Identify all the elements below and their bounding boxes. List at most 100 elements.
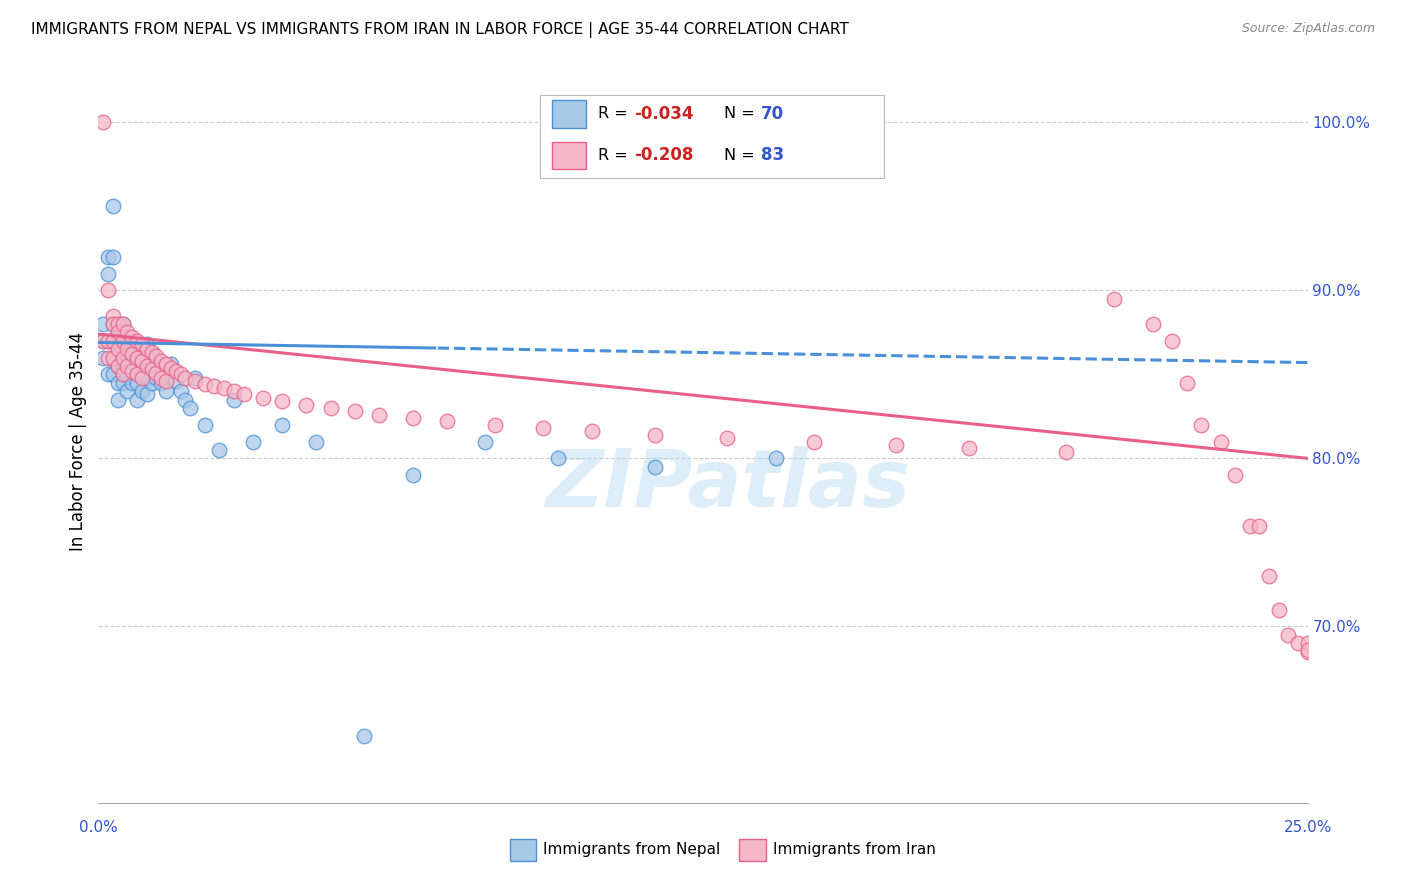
FancyBboxPatch shape [540, 95, 884, 178]
Point [111, 376, 134, 390]
Point [1267, 602, 1289, 616]
Point [436, 414, 458, 428]
Point [111, 359, 134, 373]
Point [101, 368, 124, 382]
Point [145, 349, 167, 363]
Point [174, 392, 197, 407]
FancyBboxPatch shape [551, 142, 586, 169]
Point [271, 417, 294, 432]
Point [107, 326, 129, 340]
Point [91, 334, 114, 348]
Point [765, 451, 787, 466]
Point [581, 425, 603, 439]
Point [353, 729, 375, 743]
Point [305, 434, 328, 449]
Point [91, 317, 114, 331]
Point [222, 384, 245, 398]
Point [212, 381, 235, 395]
Point [107, 342, 129, 356]
Point [803, 434, 825, 449]
Point [117, 342, 139, 356]
Point [145, 370, 167, 384]
Point [194, 417, 217, 432]
Point [97, 334, 120, 348]
Point [101, 351, 124, 365]
Point [97, 334, 120, 348]
Point [117, 351, 139, 365]
Point [343, 404, 366, 418]
Text: IMMIGRANTS FROM NEPAL VS IMMIGRANTS FROM IRAN IN LABOR FORCE | AGE 35-44 CORRELA: IMMIGRANTS FROM NEPAL VS IMMIGRANTS FROM… [31, 22, 849, 38]
Point [155, 368, 177, 382]
Point [160, 360, 183, 375]
Point [1223, 468, 1246, 483]
Point [135, 354, 157, 368]
Text: ZIPatlas: ZIPatlas [544, 446, 910, 524]
Point [111, 368, 134, 382]
Point [1249, 518, 1271, 533]
Text: Immigrants from Nepal: Immigrants from Nepal [543, 841, 721, 856]
FancyBboxPatch shape [509, 838, 536, 861]
Point [131, 337, 153, 351]
Point [1257, 569, 1279, 583]
Point [107, 317, 129, 331]
Point [121, 376, 143, 390]
Point [886, 438, 908, 452]
Point [101, 250, 124, 264]
Point [97, 351, 120, 365]
Point [117, 359, 139, 373]
Point [141, 362, 163, 376]
Point [957, 442, 980, 456]
Point [117, 384, 139, 398]
Point [101, 309, 124, 323]
Text: R =: R = [598, 148, 633, 163]
Point [127, 351, 149, 365]
Point [169, 384, 191, 398]
Point [131, 368, 153, 382]
Point [252, 391, 274, 405]
Point [155, 357, 177, 371]
Point [531, 421, 554, 435]
Point [97, 267, 120, 281]
Point [716, 431, 738, 445]
Point [484, 417, 506, 432]
Point [184, 374, 207, 388]
Point [117, 326, 139, 340]
Point [107, 342, 129, 356]
Point [111, 351, 134, 365]
Point [127, 376, 149, 390]
Point [135, 359, 157, 373]
Point [194, 377, 217, 392]
Point [150, 359, 173, 373]
Point [117, 359, 139, 373]
Point [127, 351, 149, 365]
Point [295, 398, 318, 412]
Point [165, 364, 187, 378]
Point [474, 434, 496, 449]
Point [150, 354, 173, 368]
Point [97, 368, 120, 382]
Point [1296, 636, 1319, 650]
Point [271, 394, 294, 409]
Point [135, 387, 157, 401]
Point [150, 370, 173, 384]
Point [141, 376, 163, 390]
Text: 0.0%: 0.0% [79, 820, 118, 835]
Point [150, 376, 173, 390]
Point [111, 334, 134, 348]
Point [1161, 334, 1184, 348]
Point [368, 408, 391, 422]
Point [1286, 636, 1309, 650]
Text: 25.0%: 25.0% [1284, 820, 1331, 835]
FancyBboxPatch shape [551, 100, 586, 128]
Point [1296, 643, 1319, 657]
Point [117, 334, 139, 348]
Point [204, 379, 226, 393]
Text: R =: R = [598, 106, 633, 121]
Point [131, 354, 153, 368]
Text: Immigrants from Iran: Immigrants from Iran [773, 841, 936, 856]
Point [547, 451, 569, 466]
Point [232, 387, 254, 401]
Y-axis label: In Labor Force | Age 35-44: In Labor Force | Age 35-44 [69, 332, 87, 551]
Point [1209, 434, 1232, 449]
Point [91, 351, 114, 365]
